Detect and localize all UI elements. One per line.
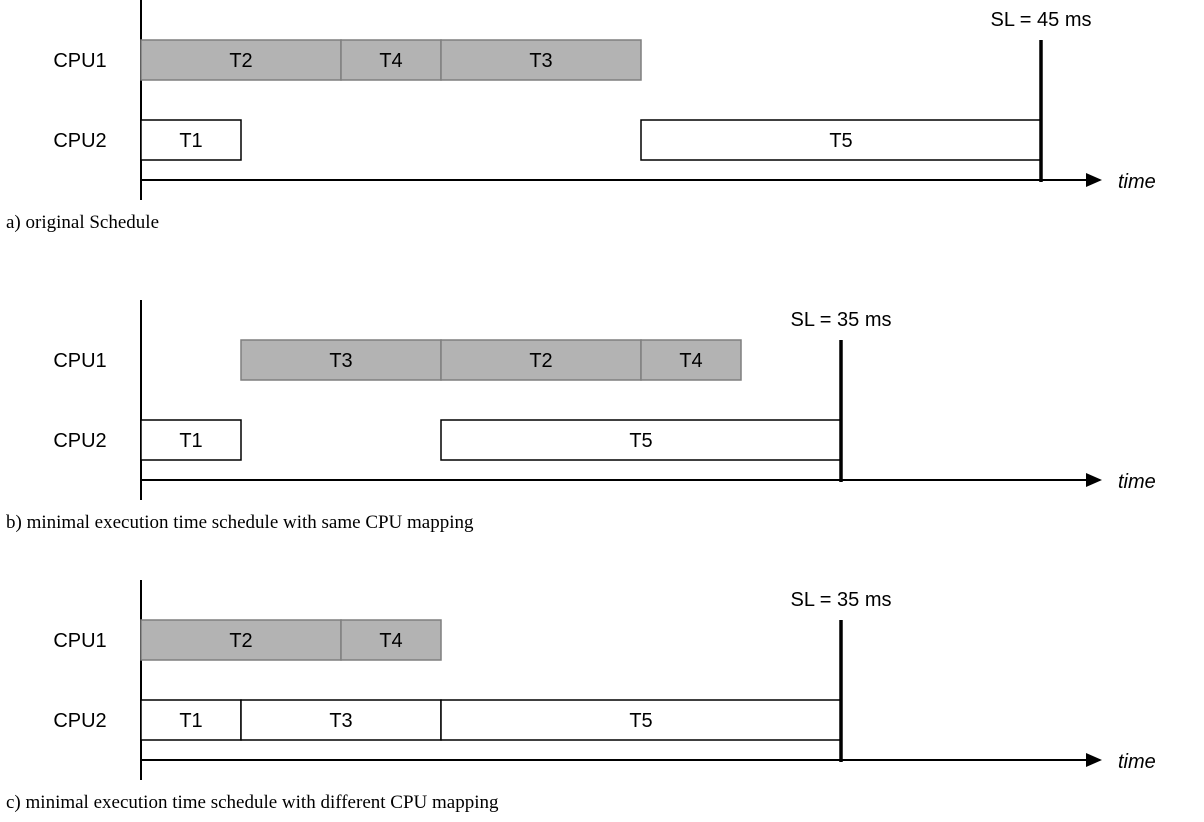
- task-label: T2: [229, 50, 252, 72]
- cpu-label: CPU2: [53, 130, 106, 152]
- task-label: T5: [829, 130, 852, 152]
- schedule-panel: CPU1 T2 T4 CPU2 T1 T3 T5 time SL = 35 ms c) minim…: [6, 580, 1156, 813]
- cpu-label: CPU1: [53, 630, 106, 652]
- task-bar: [140, 419, 242, 461]
- task-bar: [340, 619, 442, 661]
- time-axis-arrowhead: [1086, 753, 1102, 767]
- time-axis-arrowhead: [1086, 173, 1102, 187]
- task-label: T3: [329, 710, 352, 732]
- panel-caption: b) minimal execution time schedule with …: [6, 512, 474, 533]
- schedule-panel: CPU1 T2 T4 T3 CPU2 T1 T5 time SL = 45 ms a) origi…: [6, 0, 1156, 233]
- time-axis-label: time: [1118, 471, 1156, 493]
- task-bar: [440, 699, 842, 741]
- task-bar: [240, 699, 442, 741]
- cpu-label: CPU2: [53, 710, 106, 732]
- schedule-length-label: SL = 35 ms: [791, 309, 892, 331]
- time-axis-arrowhead: [1086, 473, 1102, 487]
- task-label: T4: [379, 50, 402, 72]
- task-label: T3: [529, 50, 552, 72]
- time-axis-label: time: [1118, 751, 1156, 773]
- time-axis-label: time: [1118, 171, 1156, 193]
- task-bar: [140, 119, 242, 161]
- task-label: T5: [629, 430, 652, 452]
- task-label: T2: [229, 630, 252, 652]
- schedule-panel: CPU1 T3 T2 T4 CPU2 T1 T5 time SL = 35 ms b) minim…: [6, 300, 1156, 533]
- task-label: T4: [679, 350, 702, 372]
- task-bar: [140, 699, 242, 741]
- task-label: T1: [179, 130, 202, 152]
- task-bar: [440, 419, 842, 461]
- task-label: T1: [179, 710, 202, 732]
- task-bar: [640, 339, 742, 381]
- task-bar: [440, 39, 642, 81]
- cpu-label: CPU1: [53, 50, 106, 72]
- cpu-label: CPU1: [53, 350, 106, 372]
- schedule-length-label: SL = 45 ms: [991, 9, 1092, 31]
- task-label: T1: [179, 430, 202, 452]
- task-label: T3: [329, 350, 352, 372]
- task-bar: [140, 619, 342, 661]
- task-label: T4: [379, 630, 402, 652]
- task-label: T2: [529, 350, 552, 372]
- cpu-label: CPU2: [53, 430, 106, 452]
- panel-caption: c) minimal execution time schedule with …: [6, 792, 499, 813]
- task-bar: [240, 339, 442, 381]
- task-label: T5: [629, 710, 652, 732]
- schedule-length-label: SL = 35 ms: [791, 589, 892, 611]
- panel-caption: a) original Schedule: [6, 212, 159, 233]
- task-bar: [340, 39, 442, 81]
